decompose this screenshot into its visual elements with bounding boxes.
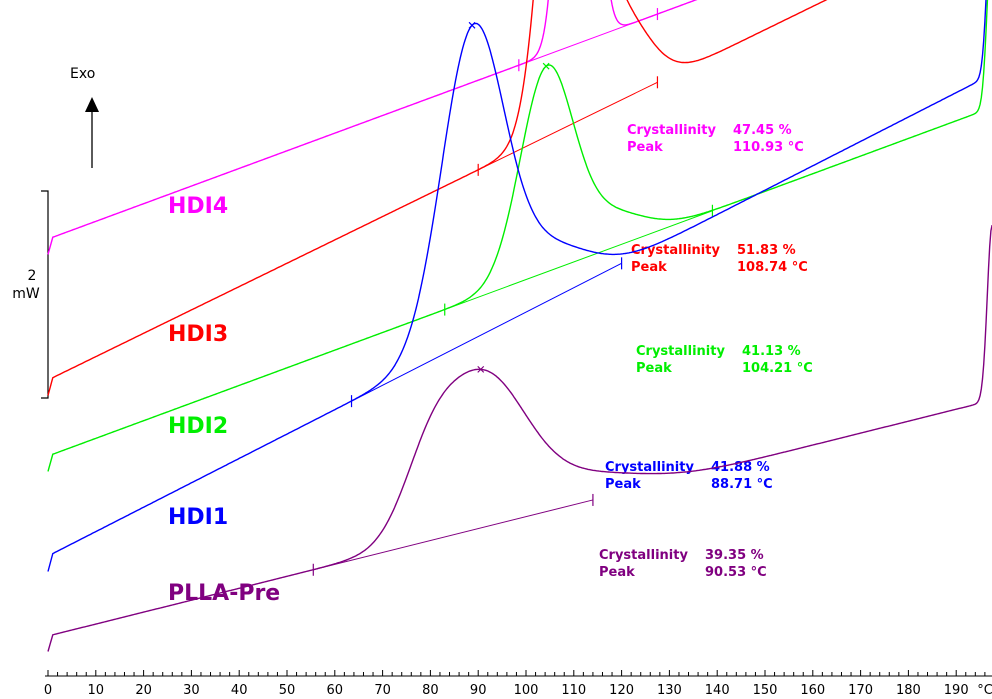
peak-marker	[542, 62, 550, 70]
integration-baseline-hdi1	[351, 262, 622, 402]
x-tick-label: 0	[44, 683, 52, 698]
peak-value: 104.21 °C	[742, 361, 813, 376]
x-tick-label: 30	[183, 683, 200, 698]
x-tick-label: 150	[753, 683, 778, 698]
peak-value: 88.71 °C	[711, 477, 773, 492]
peak-label: Peak	[605, 477, 641, 492]
crystallinity-label: Crystallinity	[599, 548, 688, 563]
peak-label: Peak	[599, 565, 635, 580]
x-unit-label: °C	[977, 683, 992, 698]
x-tick-label: 100	[514, 683, 539, 698]
exo-arrow-head	[85, 97, 99, 112]
x-tick-label: 10	[88, 683, 105, 698]
series-curve-hdi1	[47, 0, 987, 572]
peak-value: 108.74 °C	[737, 260, 808, 275]
x-tick-label: 20	[135, 683, 152, 698]
peak-marker	[468, 21, 476, 29]
integration-baseline-plla-pre	[313, 499, 594, 571]
integration-baseline-hdi4	[518, 13, 658, 66]
x-tick-label: 90	[470, 683, 487, 698]
x-tick-label: 170	[848, 683, 873, 698]
x-tick-label: 60	[327, 683, 344, 698]
x-axis: 0 10 20 30 40 50 60 70 80 90 100 110 120 130 140 150 160…	[44, 670, 992, 698]
scale-bar-unit: mW	[12, 286, 40, 302]
x-tick-label: 180	[896, 683, 921, 698]
x-tick-label: 130	[657, 683, 682, 698]
series-curve-hdi3	[47, 0, 828, 396]
peak-label: Peak	[636, 361, 672, 376]
series-curve-plla-pre	[47, 225, 992, 652]
crystallinity-value: 39.35 %	[705, 548, 764, 563]
crystallinity-label: Crystallinity	[605, 460, 694, 475]
crystallinity-value: 47.45 %	[733, 123, 792, 138]
series-label: HDI1	[168, 505, 228, 530]
x-tick-label: 50	[279, 683, 296, 698]
series-curve-hdi2	[47, 0, 989, 472]
series-label: HDI3	[168, 322, 228, 347]
x-tick-label: 190	[944, 683, 969, 698]
crystallinity-label: Crystallinity	[636, 344, 725, 359]
crystallinity-value: 41.88 %	[711, 460, 770, 475]
peak-label: Peak	[631, 260, 667, 275]
integration-baseline-hdi2	[444, 210, 713, 311]
scale-bar	[41, 190, 49, 399]
scale-bar-value: 2	[28, 268, 37, 284]
peak-marker	[477, 365, 485, 373]
x-tick-label: 160	[800, 683, 825, 698]
crystallinity-label: Crystallinity	[627, 123, 716, 138]
crystallinity-label: Crystallinity	[631, 243, 720, 258]
series-layer: HDI4 Crystallinity 47.45 % Peak 110.93 °C HDI…	[47, 0, 992, 652]
x-tick-label: 140	[705, 683, 730, 698]
peak-value: 110.93 °C	[733, 140, 804, 155]
series-label: HDI4	[168, 194, 228, 219]
x-tick-label: 110	[561, 683, 586, 698]
series-label: HDI2	[168, 414, 228, 439]
peak-value: 90.53 °C	[705, 565, 767, 580]
integration-baseline-hdi3	[477, 81, 658, 171]
series-label: PLLA-Pre	[168, 581, 280, 606]
peak-label: Peak	[627, 140, 663, 155]
x-tick-label: 70	[374, 683, 391, 698]
crystallinity-value: 41.13 %	[742, 344, 801, 359]
x-tick-label: 80	[422, 683, 439, 698]
x-tick-label: 120	[609, 683, 634, 698]
crystallinity-value: 51.83 %	[737, 243, 796, 258]
exo-label: Exo	[70, 66, 95, 82]
x-tick-label: 40	[231, 683, 248, 698]
